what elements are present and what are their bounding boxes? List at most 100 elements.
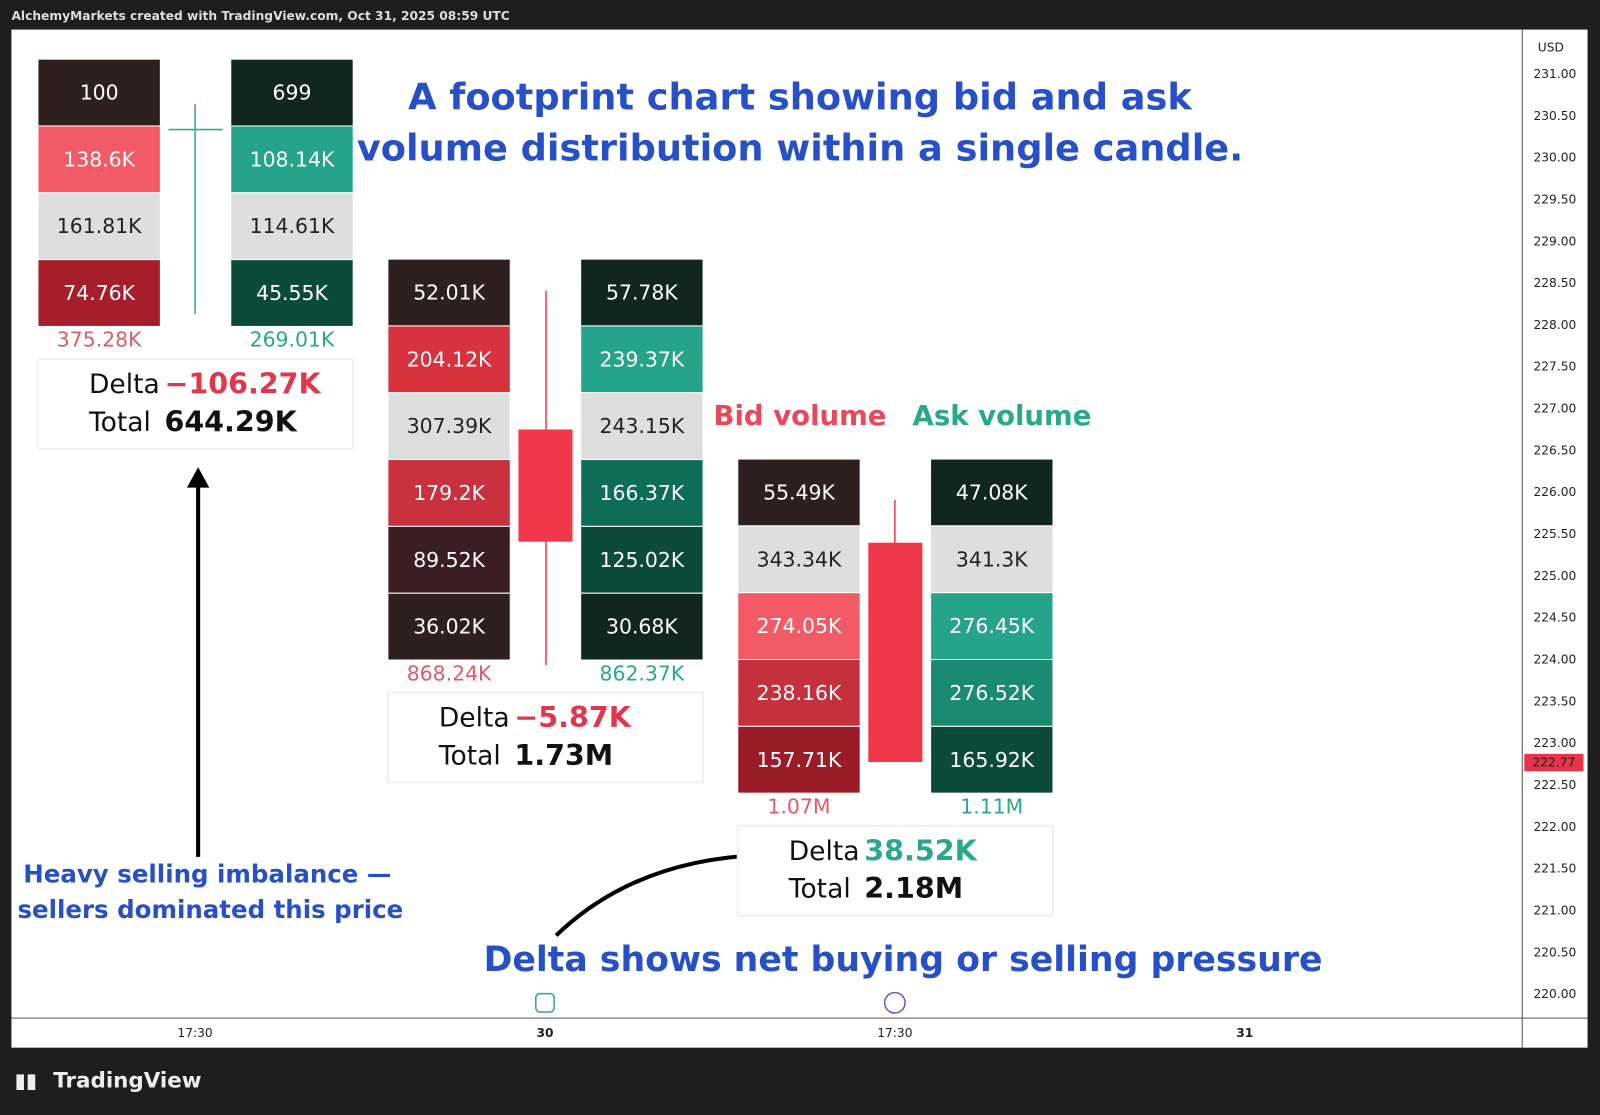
ask-total: 862.37K <box>600 661 685 685</box>
price-label: 225.50 <box>1533 527 1576 541</box>
arrow-head <box>186 467 210 488</box>
total-value: 1.73M <box>514 738 613 772</box>
annotation: Delta shows net buying or selling pressu… <box>484 940 1323 980</box>
bid-volume: 36.02K <box>413 615 485 639</box>
bid-volume: 55.49K <box>763 480 835 504</box>
bid-cell <box>737 725 861 794</box>
price-label: 229.50 <box>1533 192 1576 206</box>
candles <box>168 104 923 763</box>
bid-cell <box>737 458 861 527</box>
ask-cell <box>230 259 354 327</box>
ask-volume: 114.61K <box>250 214 335 238</box>
ask-cell <box>580 392 704 461</box>
bid-cell <box>37 259 161 327</box>
ask-volume: 276.52K <box>949 681 1034 705</box>
price-label: 223.00 <box>1533 736 1576 750</box>
price-label: 224.00 <box>1533 653 1576 667</box>
bid-cell <box>387 525 511 594</box>
bid-volume: 343.34K <box>757 547 842 571</box>
ask-total: 1.11M <box>960 794 1023 818</box>
bid-volume: 161.81K <box>57 214 142 238</box>
delta-value: −106.27K <box>164 367 321 401</box>
ask-volume: 165.92K <box>949 748 1034 772</box>
bid-volume: 274.05K <box>757 614 842 638</box>
ask-cell <box>230 192 354 261</box>
bid-volume: 138.6K <box>63 147 135 171</box>
total-label: Total <box>438 740 501 771</box>
bid-total: 868.24K <box>407 661 492 685</box>
bid-total: 375.28K <box>57 328 142 352</box>
bid-cell <box>737 659 861 727</box>
ask-cell <box>230 125 354 194</box>
annotation: sellers dominated this price <box>17 895 403 924</box>
ask-volume: 45.55K <box>256 281 328 305</box>
price-label: 227.50 <box>1533 360 1576 374</box>
bid-legend: Bid volume <box>714 400 887 432</box>
event-icon <box>883 991 906 1014</box>
bid-cell <box>37 192 161 261</box>
price-label: 221.50 <box>1533 862 1576 876</box>
total-value: 644.29K <box>164 404 297 438</box>
price-label: 230.00 <box>1533 151 1576 165</box>
bid-cell <box>387 459 511 527</box>
price-label: 226.00 <box>1533 485 1576 499</box>
ask-volume: 166.37K <box>600 481 685 505</box>
ask-cell <box>930 725 1054 794</box>
delta-label: Delta <box>89 369 160 400</box>
event-icon <box>535 992 555 1013</box>
price-label: 220.00 <box>1533 987 1576 1001</box>
ask-cell <box>580 525 704 594</box>
total-label: Total <box>88 407 151 438</box>
ask-total: 269.01K <box>250 328 335 352</box>
price-label: 224.50 <box>1533 611 1576 625</box>
current-price: 222.77 <box>1532 756 1575 770</box>
price-label: 228.00 <box>1533 318 1576 332</box>
ask-cell <box>930 592 1054 661</box>
price-label: 228.50 <box>1533 276 1576 290</box>
price-label: 221.00 <box>1533 903 1576 917</box>
ask-volume: 239.37K <box>600 347 685 371</box>
bid-volume: 157.71K <box>757 748 842 772</box>
bid-cell <box>387 325 511 394</box>
delta-label: Delta <box>789 836 860 867</box>
ask-volume: 108.14K <box>250 147 335 171</box>
price-label: 226.50 <box>1533 443 1576 457</box>
summary-box <box>36 358 355 450</box>
price-label: 225.00 <box>1533 569 1576 583</box>
bid-cell <box>37 125 161 194</box>
price-label: 222.00 <box>1533 820 1576 834</box>
logo-mark: ▮▮ <box>15 1068 37 1092</box>
summary-box <box>386 691 705 784</box>
price-label: 230.50 <box>1533 109 1576 123</box>
footer-brand: TradingView <box>53 1068 202 1093</box>
current-price-box <box>1524 753 1584 772</box>
ask-volume: 47.08K <box>956 480 1028 504</box>
bid-volume: 89.52K <box>413 548 485 572</box>
bid-cell <box>737 592 861 661</box>
price-label: 231.00 <box>1533 67 1576 81</box>
ask-volume: 276.45K <box>949 614 1034 638</box>
title-line: A footprint chart showing bid and ask <box>408 75 1193 118</box>
ask-volume: 30.68K <box>606 615 678 639</box>
price-label: 223.50 <box>1533 694 1576 708</box>
time-label: 30 <box>536 1026 553 1040</box>
bid-volume: 74.76K <box>63 281 135 305</box>
time-label: 17:30 <box>877 1026 912 1040</box>
ask-volume: 699 <box>273 81 312 105</box>
ask-legend: Ask volume <box>913 400 1092 432</box>
bid-volume: 100 <box>80 81 119 105</box>
time-label: 31 <box>1236 1026 1253 1040</box>
ask-cell <box>230 58 354 127</box>
bid-volume: 204.12K <box>407 347 492 371</box>
ask-cell <box>580 459 704 527</box>
ask-volume: 57.78K <box>606 281 678 305</box>
price-label: 227.00 <box>1533 402 1576 416</box>
bid-volume: 238.16K <box>757 681 842 705</box>
ask-volume: 125.02K <box>600 548 685 572</box>
price-label: 229.00 <box>1533 234 1576 248</box>
ask-cell <box>930 525 1054 594</box>
ask-cell <box>930 659 1054 727</box>
ask-cell <box>580 325 704 394</box>
